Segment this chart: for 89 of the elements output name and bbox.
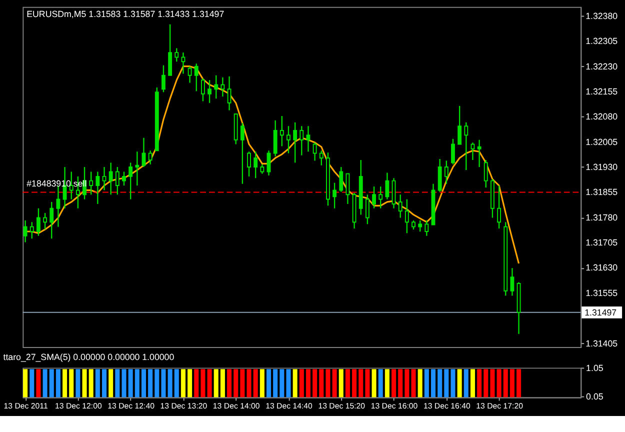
candlestick	[418, 220, 422, 232]
candlestick	[458, 105, 462, 145]
candlestick	[128, 162, 133, 200]
candlestick	[148, 150, 152, 165]
y-tick-label: 1.31405	[586, 338, 618, 348]
y-tick-label: 1.32005	[586, 136, 618, 147]
line-series	[24, 66, 520, 264]
candlestick	[477, 139, 482, 168]
y-tick-label: 1.31855	[586, 187, 618, 198]
x-tick-label: 13 Dec 12:40	[108, 402, 156, 411]
candlestick	[102, 166, 106, 191]
candlestick	[497, 184, 502, 230]
y-tick-label: 1.32380	[586, 10, 618, 21]
candlestick	[188, 66, 192, 84]
ref-line-label: 1.31497	[584, 307, 617, 318]
x-tick-label: 13 Dec 14:40	[266, 402, 314, 411]
x-tick-label: 13 Dec 16:00	[370, 402, 418, 411]
candlestick	[240, 122, 244, 184]
y-tick-label: 1.31555	[586, 288, 618, 298]
candlestick	[214, 74, 218, 100]
candlestick	[510, 268, 514, 296]
candlestick	[168, 24, 172, 76]
candlestick	[194, 63, 198, 92]
candlestick	[404, 198, 409, 234]
candlestick	[378, 186, 383, 209]
y-tick-label: 1.05	[586, 363, 604, 374]
y-tick-label: 1.32080	[586, 112, 618, 122]
candlestick	[36, 208, 40, 236]
candlestick	[174, 48, 179, 62]
candlestick	[451, 138, 455, 165]
x-tick-label: 13 Dec 16:40	[423, 402, 471, 411]
x-tick-label: 13 Dec 17:20	[476, 402, 524, 411]
candlestick	[312, 142, 317, 162]
candlestick	[115, 166, 120, 196]
candlestick	[135, 151, 140, 186]
candlestick	[372, 186, 376, 209]
candlestick	[181, 52, 186, 74]
y-tick-label: 0.05	[586, 391, 604, 402]
y-tick-label: 1.31930	[586, 162, 618, 172]
candlestick	[280, 115, 284, 147]
candlestick	[484, 159, 488, 188]
candlestick	[365, 194, 370, 225]
candlestick	[346, 173, 350, 205]
candlestick	[444, 160, 448, 184]
y-tick-label: 1.31630	[586, 262, 618, 273]
candlestick	[200, 78, 205, 102]
candlestick	[438, 158, 442, 192]
candlestick	[306, 125, 310, 152]
candlestick	[273, 120, 278, 157]
candlestick	[162, 64, 166, 93]
x-tick-label: 13 Dec 15:20	[318, 402, 366, 411]
candlestick	[220, 76, 225, 98]
candlestick	[293, 122, 298, 164]
candlestick	[254, 151, 258, 179]
candlestick	[300, 125, 304, 156]
candlestick	[142, 137, 146, 168]
candlestick	[339, 166, 344, 192]
candlestick	[470, 142, 475, 161]
candlestick	[424, 220, 429, 236]
y-tick-label: 1.32305	[586, 36, 618, 46]
candlestick	[108, 162, 113, 196]
candlestick	[412, 220, 416, 230]
chart-title: ttaro_27_SMA(5) 0.00000 0.00000 1.00000	[3, 352, 174, 362]
x-tick-label: 13 Dec 2011	[4, 402, 48, 411]
candlestick	[332, 182, 337, 209]
candlestick	[50, 201, 54, 240]
candlestick	[260, 164, 264, 174]
candlestick	[247, 151, 251, 178]
x-tick-label: 13 Dec 13:20	[160, 402, 208, 411]
candlestick	[23, 220, 28, 243]
y-tick-label: 1.31780	[586, 212, 618, 222]
x-tick-label: 13 Dec 14:00	[212, 402, 260, 411]
candlestick	[208, 79, 212, 104]
candlestick	[319, 150, 324, 166]
candlestick	[43, 212, 48, 230]
y-tick-label: 1.31705	[586, 238, 618, 248]
candlestick	[385, 172, 390, 200]
candlestick	[398, 194, 402, 218]
candlestick	[286, 125, 290, 154]
candlestick	[122, 171, 126, 186]
candlestick	[227, 76, 232, 111]
y-tick-label: 1.32230	[586, 61, 618, 72]
chart-title: EURUSDm,M5 1.31583 1.31587 1.31433 1.31497	[26, 8, 224, 19]
candlestick	[89, 171, 94, 196]
x-tick-label: 13 Dec 12:00	[55, 402, 102, 411]
candlestick	[464, 122, 468, 171]
y-tick-label: 1.32155	[586, 86, 618, 96]
candlestick	[96, 171, 100, 205]
candlestick	[30, 222, 34, 240]
